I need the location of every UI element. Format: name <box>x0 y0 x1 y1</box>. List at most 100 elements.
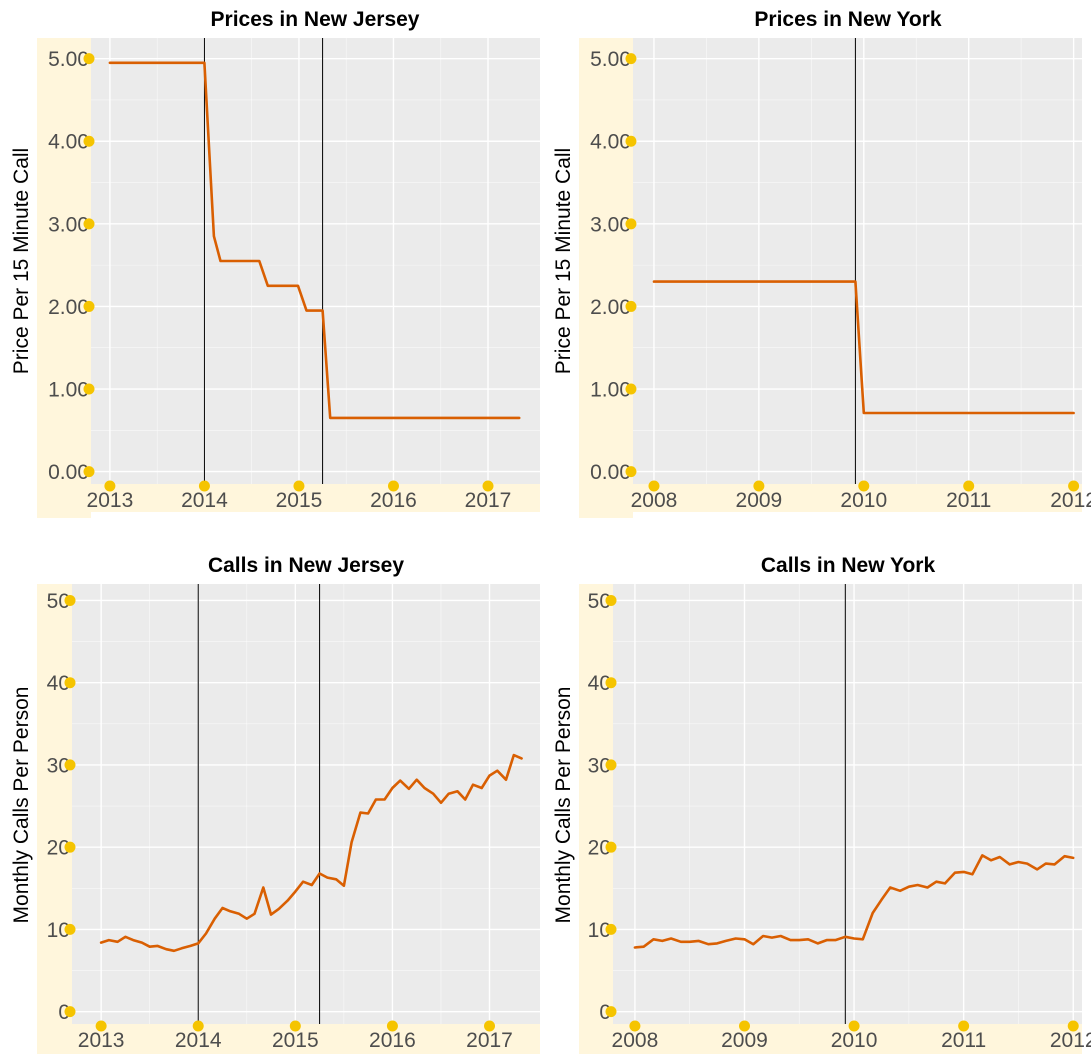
x-tick-marker <box>95 1020 107 1032</box>
y-tick-label: 0 <box>58 1001 70 1024</box>
y-tick-marker <box>64 759 76 771</box>
x-tick-marker <box>963 480 975 492</box>
x-tick-label: 2017 <box>466 1029 513 1052</box>
x-tick-label: 2015 <box>272 1029 319 1052</box>
x-axis-highlight-strip <box>613 1022 1082 1054</box>
y-tick-label: 3.00 <box>48 213 89 236</box>
x-tick-marker <box>104 480 116 492</box>
y-tick-label: 4.00 <box>48 131 89 154</box>
y-tick-marker <box>605 841 617 853</box>
nj-prices-panel: 0.00 1.00 2.00 3.00 4.00 5.00 2013 2014 2015 2016… <box>10 8 540 518</box>
ny-calls-panel: 0 10 20 30 40 50 2008 2009 2010 2011 2012 Calls in … <box>552 554 1091 1054</box>
y-tick-marker <box>625 135 637 147</box>
y-tick-marker <box>64 841 76 853</box>
y-tick-label: 3.00 <box>590 213 631 236</box>
y-tick-label: 2.00 <box>590 296 631 319</box>
x-tick-label: 2011 <box>946 489 991 512</box>
x-axis-highlight-strip <box>91 482 540 512</box>
y-tick-marker <box>625 383 637 395</box>
y-tick-label: 30 <box>588 754 611 777</box>
chart-title: Prices in New Jersey <box>211 8 420 31</box>
y-tick-marker <box>605 759 617 771</box>
series-line <box>652 280 1075 415</box>
y-axis-highlight-strip <box>37 584 72 1054</box>
x-tick-marker <box>1067 1020 1079 1032</box>
series-line <box>99 753 523 953</box>
y-tick-label: 10 <box>47 919 70 942</box>
x-tick-marker <box>753 480 765 492</box>
y-tick-label: 50 <box>588 590 611 613</box>
ny-prices-panel: 0.00 1.00 2.00 3.00 4.00 5.00 2008 2009 2010 2011… <box>552 8 1091 518</box>
x-tick-marker <box>482 480 494 492</box>
y-tick-label: 10 <box>588 919 611 942</box>
x-tick-label: 2010 <box>831 1029 878 1052</box>
x-tick-label: 2013 <box>87 489 134 512</box>
plot-background <box>72 584 540 1024</box>
y-tick-label: 5.00 <box>590 48 631 71</box>
chart-title: Calls in New York <box>761 554 936 577</box>
plot-background <box>633 38 1082 484</box>
x-tick-label: 2010 <box>840 489 887 512</box>
y-tick-marker <box>625 218 637 230</box>
y-axis-label: Monthly Calls Per Person <box>10 687 33 924</box>
x-tick-label: 2012 <box>1050 1029 1091 1052</box>
y-tick-label: 4.00 <box>590 131 631 154</box>
x-tick-marker <box>386 1020 398 1032</box>
nj-calls-panel: 0 10 20 30 40 50 2013 2014 2015 2016 2017 Calls in … <box>10 554 540 1054</box>
y-tick-marker <box>64 594 76 606</box>
x-axis-highlight-strip <box>72 1022 540 1054</box>
y-tick-label: 20 <box>588 837 611 860</box>
y-tick-label: 0.00 <box>48 461 89 484</box>
x-tick-marker <box>387 480 399 492</box>
y-tick-label: 40 <box>588 672 611 695</box>
y-tick-marker <box>83 383 95 395</box>
x-tick-marker <box>293 480 305 492</box>
y-tick-marker <box>64 677 76 689</box>
y-tick-label: 5.00 <box>48 48 89 71</box>
y-tick-marker <box>64 1006 76 1018</box>
x-tick-marker <box>858 480 870 492</box>
series-line <box>108 61 521 420</box>
chart-title: Calls in New Jersey <box>208 554 404 577</box>
y-tick-label: 40 <box>47 672 70 695</box>
y-tick-marker <box>605 677 617 689</box>
y-tick-marker <box>605 923 617 935</box>
y-tick-label: 0 <box>599 1001 611 1024</box>
x-tick-marker <box>1068 480 1080 492</box>
y-tick-marker <box>83 300 95 312</box>
x-tick-label: 2016 <box>369 1029 416 1052</box>
y-tick-marker <box>605 594 617 606</box>
x-tick-label: 2008 <box>612 1029 659 1052</box>
y-tick-marker <box>605 1006 617 1018</box>
y-tick-marker <box>64 923 76 935</box>
x-tick-label: 2012 <box>1050 489 1091 512</box>
y-tick-marker <box>83 218 95 230</box>
x-tick-label: 2009 <box>721 1029 768 1052</box>
x-tick-label: 2008 <box>631 489 678 512</box>
chart-title: Prices in New York <box>754 8 941 31</box>
y-tick-label: 30 <box>47 754 70 777</box>
y-tick-label: 1.00 <box>590 379 631 402</box>
y-axis-label: Price Per 15 Minute Call <box>10 148 33 374</box>
y-tick-label: 2.00 <box>48 296 89 319</box>
x-tick-marker <box>738 1020 750 1032</box>
x-tick-label: 2013 <box>78 1029 125 1052</box>
x-tick-label: 2015 <box>276 489 323 512</box>
x-tick-marker <box>629 1020 641 1032</box>
x-tick-marker <box>192 1020 204 1032</box>
x-axis-highlight-strip <box>633 482 1082 512</box>
x-tick-label: 2016 <box>370 489 417 512</box>
y-axis-highlight-strip <box>37 38 91 518</box>
y-tick-marker <box>83 53 95 65</box>
y-tick-marker <box>625 53 637 65</box>
y-tick-marker <box>83 135 95 147</box>
y-tick-marker <box>625 466 637 478</box>
x-tick-marker <box>958 1020 970 1032</box>
x-tick-label: 2014 <box>175 1029 222 1052</box>
plot-background <box>613 584 1082 1024</box>
y-axis-label: Monthly Calls Per Person <box>552 687 575 924</box>
y-axis-highlight-strip <box>579 584 613 1054</box>
y-tick-marker <box>83 466 95 478</box>
y-axis-highlight-strip <box>579 38 633 518</box>
